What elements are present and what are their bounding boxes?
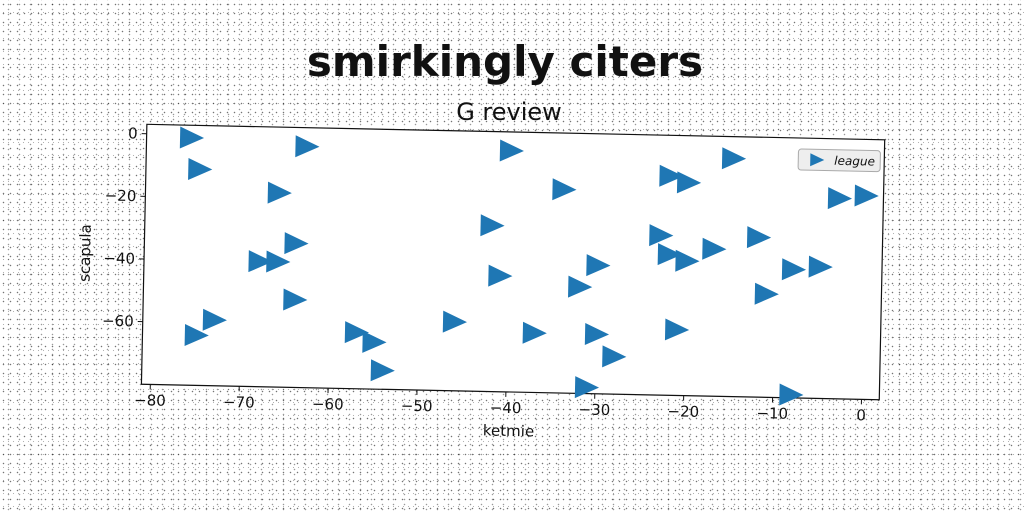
data-point — [283, 288, 308, 311]
data-point — [676, 171, 702, 194]
data-point — [675, 249, 700, 272]
legend: league — [797, 148, 881, 173]
y-tick-label: −60 — [102, 312, 134, 331]
data-point — [188, 158, 213, 181]
data-point — [370, 359, 395, 382]
data-point — [702, 237, 727, 260]
y-axis-label: scapula — [76, 224, 95, 282]
data-points — [179, 126, 879, 406]
data-point — [267, 181, 292, 204]
data-point — [295, 135, 320, 158]
chart-title: smirkingly citers — [307, 37, 703, 86]
data-point — [721, 147, 747, 170]
legend-box — [797, 148, 881, 173]
y-tick-label: −40 — [103, 249, 135, 268]
data-point — [179, 126, 205, 149]
y-tick-label: 0 — [128, 124, 138, 142]
x-tick-label: −60 — [312, 395, 344, 414]
x-tick-label: 0 — [856, 406, 866, 424]
data-point — [552, 178, 577, 201]
chart-subtitle: G review — [456, 98, 562, 126]
data-point — [586, 254, 611, 277]
data-point — [202, 308, 227, 331]
data-point — [649, 224, 674, 247]
data-point — [754, 282, 779, 305]
x-tick-label: −30 — [578, 400, 610, 419]
data-point — [657, 243, 682, 266]
x-tick-label: −80 — [134, 391, 166, 410]
data-point — [659, 164, 684, 187]
data-point — [827, 187, 853, 210]
x-tick-label: −20 — [667, 402, 699, 421]
data-point — [344, 321, 369, 344]
data-point — [574, 376, 600, 399]
data-point — [480, 214, 505, 237]
x-tick-label: −40 — [490, 399, 522, 418]
data-point — [488, 264, 513, 287]
data-point — [284, 232, 309, 255]
legend-label: league — [834, 154, 875, 169]
data-point — [442, 310, 467, 333]
x-tick-label: −10 — [756, 404, 788, 423]
data-point — [522, 321, 547, 344]
plot-area — [140, 123, 886, 401]
x-tick-label: −70 — [223, 393, 255, 412]
data-point — [808, 255, 833, 278]
x-axis-label: ketmie — [483, 421, 535, 440]
data-point — [184, 324, 209, 347]
data-point — [266, 250, 291, 273]
data-point — [602, 345, 627, 368]
data-point — [362, 330, 387, 353]
y-axis: 0 −20 −40 −60 — [102, 124, 147, 331]
data-point — [664, 318, 690, 341]
data-point — [779, 383, 804, 406]
data-point — [584, 323, 610, 346]
x-tick-label: −50 — [401, 397, 433, 416]
data-point — [499, 139, 524, 162]
y-tick-label: −20 — [105, 187, 137, 206]
data-point — [746, 226, 772, 249]
data-point — [248, 250, 273, 273]
data-point — [781, 258, 807, 281]
data-point — [854, 184, 879, 207]
data-point — [568, 275, 593, 298]
legend-marker — [810, 153, 825, 167]
x-axis: −80 −70 −60 −50 −40 −30 −20 −10 0 — [134, 384, 866, 424]
